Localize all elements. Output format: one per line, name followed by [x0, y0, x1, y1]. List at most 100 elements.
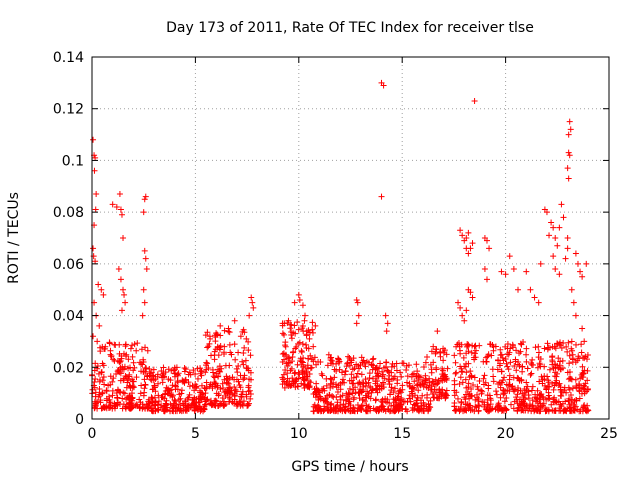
data-point — [384, 320, 391, 327]
data-point — [487, 406, 494, 413]
data-point — [198, 367, 205, 374]
data-point — [245, 402, 252, 409]
data-point — [502, 388, 509, 395]
data-point — [463, 401, 470, 408]
data-point — [169, 405, 176, 412]
data-point — [159, 379, 166, 386]
data-point — [283, 379, 290, 386]
data-point — [303, 369, 310, 376]
data-point — [572, 250, 579, 257]
data-point — [546, 383, 553, 390]
data-point — [139, 312, 146, 319]
data-point — [146, 366, 153, 373]
x-tick-label: 5 — [191, 426, 200, 442]
data-point — [288, 321, 295, 328]
data-point — [529, 397, 536, 404]
data-point — [411, 406, 418, 413]
data-point — [574, 406, 581, 413]
data-point — [186, 391, 193, 398]
data-point — [308, 364, 315, 371]
data-point — [564, 348, 571, 355]
data-point — [568, 376, 575, 383]
data-point — [501, 404, 508, 411]
data-point — [128, 405, 135, 412]
data-point — [310, 403, 317, 410]
data-point — [131, 364, 138, 371]
data-point — [212, 402, 219, 409]
data-point — [224, 390, 231, 397]
data-point — [133, 401, 140, 408]
data-point — [378, 385, 385, 392]
data-point — [202, 332, 209, 339]
data-point — [182, 407, 189, 414]
data-point — [125, 356, 132, 363]
data-point — [552, 407, 559, 414]
data-point — [519, 406, 526, 413]
data-point — [428, 348, 435, 355]
data-point — [514, 391, 521, 398]
data-point — [324, 399, 331, 406]
data-point — [177, 407, 184, 414]
data-point — [533, 398, 540, 405]
data-point — [208, 401, 215, 408]
x-tick-label: 25 — [600, 426, 618, 442]
data-point — [109, 201, 116, 208]
data-point — [465, 384, 472, 391]
data-point — [408, 385, 415, 392]
data-point — [423, 394, 430, 401]
data-point — [301, 317, 308, 324]
data-point — [313, 389, 320, 396]
data-point — [464, 340, 471, 347]
data-point — [226, 362, 233, 369]
data-point — [439, 371, 446, 378]
data-point — [506, 376, 513, 383]
data-point — [541, 382, 548, 389]
data-point — [454, 395, 461, 402]
data-point — [577, 375, 584, 382]
data-point — [172, 398, 179, 405]
data-point — [111, 403, 118, 410]
data-point — [461, 237, 468, 244]
data-point — [360, 383, 367, 390]
data-point — [584, 402, 591, 409]
data-point — [534, 387, 541, 394]
data-point — [249, 299, 256, 306]
data-point — [241, 344, 248, 351]
data-point — [384, 367, 391, 374]
data-point — [473, 404, 480, 411]
data-point — [113, 203, 120, 210]
data-point — [240, 349, 247, 356]
data-point — [318, 370, 325, 377]
data-point — [93, 191, 100, 198]
data-point — [362, 363, 369, 370]
data-point — [309, 319, 316, 326]
data-point — [467, 289, 474, 296]
data-point — [202, 385, 209, 392]
data-point — [566, 386, 573, 393]
data-point — [406, 380, 413, 387]
data-point — [194, 365, 201, 372]
data-point — [281, 320, 288, 327]
data-point — [501, 374, 508, 381]
data-point — [118, 353, 125, 360]
data-point — [493, 391, 500, 398]
data-point — [389, 360, 396, 367]
data-point — [118, 211, 125, 218]
data-point — [471, 97, 478, 104]
data-point — [190, 367, 197, 374]
data-point — [94, 338, 101, 345]
data-point — [369, 375, 376, 382]
data-point — [142, 405, 149, 412]
data-point — [549, 354, 556, 361]
data-point — [365, 359, 372, 366]
data-point — [455, 299, 462, 306]
data-point — [91, 367, 98, 374]
data-point — [409, 384, 416, 391]
data-point — [495, 381, 502, 388]
data-point — [546, 366, 553, 373]
x-tick-label: 0 — [88, 426, 97, 442]
data-point — [121, 291, 128, 298]
data-point — [422, 359, 429, 366]
data-point — [471, 343, 478, 350]
data-point — [367, 405, 374, 412]
